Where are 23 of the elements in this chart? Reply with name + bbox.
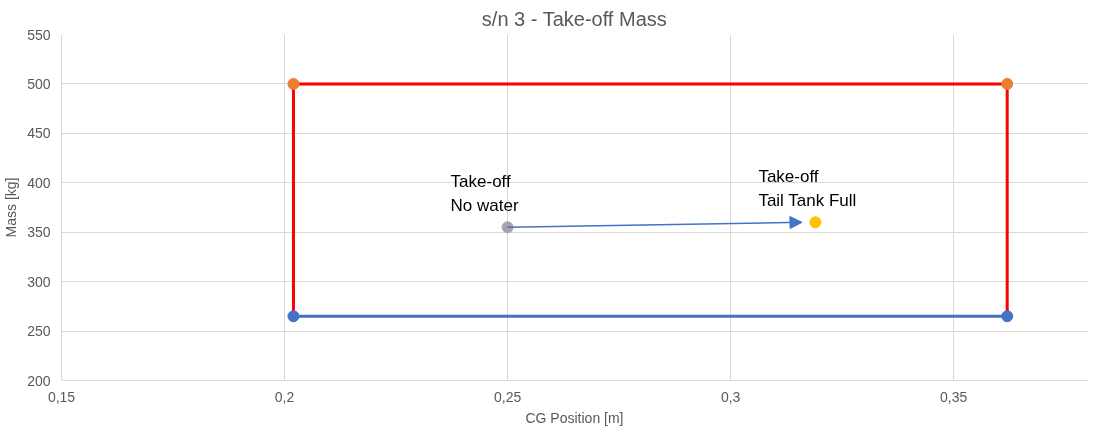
annotation: Take-off Tail Tank Full <box>758 166 857 211</box>
y-tick-label: 500 <box>27 75 51 92</box>
y-tick-label: 250 <box>27 323 51 340</box>
point <box>1001 310 1014 323</box>
y-tick-label: 300 <box>27 273 51 290</box>
x-tick-label: 0,35 <box>940 388 968 405</box>
y-tick-label: 200 <box>27 372 51 389</box>
point <box>1001 77 1014 90</box>
point <box>809 216 822 229</box>
annotation: Take-off No water <box>450 171 519 216</box>
y-tick-label: 350 <box>27 224 51 241</box>
chart-title: s/n 3 - Take-off Mass <box>481 7 667 30</box>
point <box>287 310 300 323</box>
y-tick-label: 400 <box>27 174 51 191</box>
y-axis-title: Mass [kg] <box>3 177 20 238</box>
x-tick-label: 0,25 <box>493 388 522 405</box>
x-tick-label: 0,15 <box>47 388 76 405</box>
x-tick-label: 0,3 <box>720 388 741 405</box>
point <box>287 77 300 90</box>
y-tick-label: 550 <box>27 26 51 43</box>
x-tick-label: 0,2 <box>274 388 295 405</box>
x-axis-title: CG Position [m] <box>525 409 624 426</box>
y-tick-label: 450 <box>27 125 51 142</box>
